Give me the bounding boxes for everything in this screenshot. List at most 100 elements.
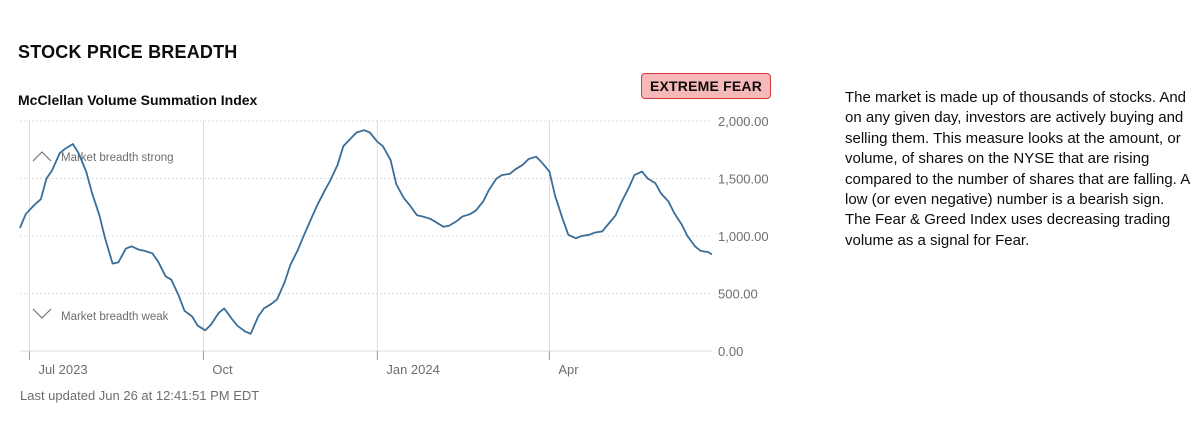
data-point <box>458 213 466 221</box>
data-point <box>631 171 639 179</box>
y-tick-label: 1,000.00 <box>718 229 769 244</box>
data-point <box>228 315 236 323</box>
data-point <box>644 175 652 183</box>
data-point <box>141 247 149 255</box>
y-tick-label: 1,500.00 <box>718 172 769 187</box>
data-point <box>43 175 51 183</box>
data-point <box>233 322 241 330</box>
data-point <box>16 224 24 232</box>
data-point <box>479 198 487 206</box>
data-point <box>678 221 686 229</box>
series-line <box>19 129 713 335</box>
data-point <box>75 149 83 157</box>
data-point <box>651 179 659 187</box>
data-point <box>128 242 136 250</box>
data-point <box>175 292 183 300</box>
data-point <box>708 250 716 258</box>
data-point <box>406 201 414 209</box>
data-point <box>273 295 281 303</box>
data-point <box>281 278 289 286</box>
data-point <box>201 326 209 334</box>
data-point <box>254 313 262 321</box>
data-point <box>445 222 453 230</box>
data-point <box>188 313 196 321</box>
data-point <box>334 161 342 169</box>
data-point <box>697 247 705 255</box>
data-point <box>559 215 567 223</box>
data-point <box>498 171 506 179</box>
section-title: STOCK PRICE BREADTH <box>18 42 238 62</box>
data-point <box>532 153 540 161</box>
data-point <box>432 218 440 226</box>
y-axis-ticks: 0.00 500.00 1,000.00 1,500.00 2,000.00 <box>718 114 769 359</box>
data-point <box>82 168 90 176</box>
status-badge: EXTREME FEAR <box>641 73 771 99</box>
data-point <box>247 330 255 338</box>
x-tick-label: Jan 2024 <box>386 362 440 377</box>
y-tick-label: 2,000.00 <box>718 114 769 129</box>
data-point <box>220 304 228 312</box>
data-point <box>591 229 599 237</box>
data-point <box>260 304 268 312</box>
data-point <box>419 213 427 221</box>
data-point <box>61 145 69 153</box>
data-point <box>598 227 606 235</box>
data-point <box>326 177 334 185</box>
data-point <box>114 258 122 266</box>
data-point <box>300 232 308 240</box>
data-point <box>48 166 56 174</box>
data-point <box>148 249 156 257</box>
grid <box>20 120 712 360</box>
data-point <box>387 156 395 164</box>
data-point <box>545 168 553 176</box>
data-point <box>564 231 572 239</box>
data-point <box>617 199 625 207</box>
data-point <box>353 129 361 137</box>
chevron-down-icon <box>32 308 52 319</box>
data-point <box>207 321 215 329</box>
data-point <box>366 129 374 137</box>
data-point <box>612 211 620 219</box>
data-point <box>181 307 189 315</box>
x-tick-label: Oct <box>212 362 233 377</box>
annotation-weak: Market breadth weak <box>32 308 169 323</box>
series <box>16 129 716 338</box>
data-point <box>472 207 480 215</box>
data-point <box>400 194 408 202</box>
annotation-strong: Market breadth strong <box>32 151 174 164</box>
data-point <box>95 211 103 219</box>
data-point <box>286 261 294 269</box>
data-point <box>101 234 109 242</box>
data-point <box>37 195 45 203</box>
annotation-weak-label: Market breadth weak <box>61 311 169 323</box>
x-tick-label: Jul 2023 <box>38 362 87 377</box>
data-point <box>379 142 387 150</box>
annotation-strong-label: Market breadth strong <box>61 152 174 164</box>
x-axis-ticks: Jul 2023 Oct Jan 2024 Apr <box>38 362 579 377</box>
x-tick-label: Apr <box>558 362 579 377</box>
data-point <box>578 232 586 240</box>
data-point <box>511 165 519 173</box>
data-point <box>69 140 77 148</box>
data-point <box>519 161 527 169</box>
data-point <box>307 215 315 223</box>
y-tick-label: 500.00 <box>718 287 758 302</box>
data-point <box>657 189 665 197</box>
data-point <box>485 186 493 194</box>
data-point <box>294 246 302 254</box>
data-point <box>88 188 96 196</box>
data-point <box>313 202 321 210</box>
data-point <box>339 142 347 150</box>
data-point <box>604 221 612 229</box>
data-point <box>551 192 559 200</box>
data-point <box>154 257 162 265</box>
data-point <box>29 202 37 210</box>
data-point <box>194 322 202 330</box>
data-point <box>670 209 678 217</box>
chart-title: McClellan Volume Summation Index <box>18 92 258 108</box>
data-point <box>347 134 355 142</box>
data-point <box>525 155 533 163</box>
data-point <box>683 232 691 240</box>
data-point <box>167 276 175 284</box>
data-point <box>22 210 30 218</box>
